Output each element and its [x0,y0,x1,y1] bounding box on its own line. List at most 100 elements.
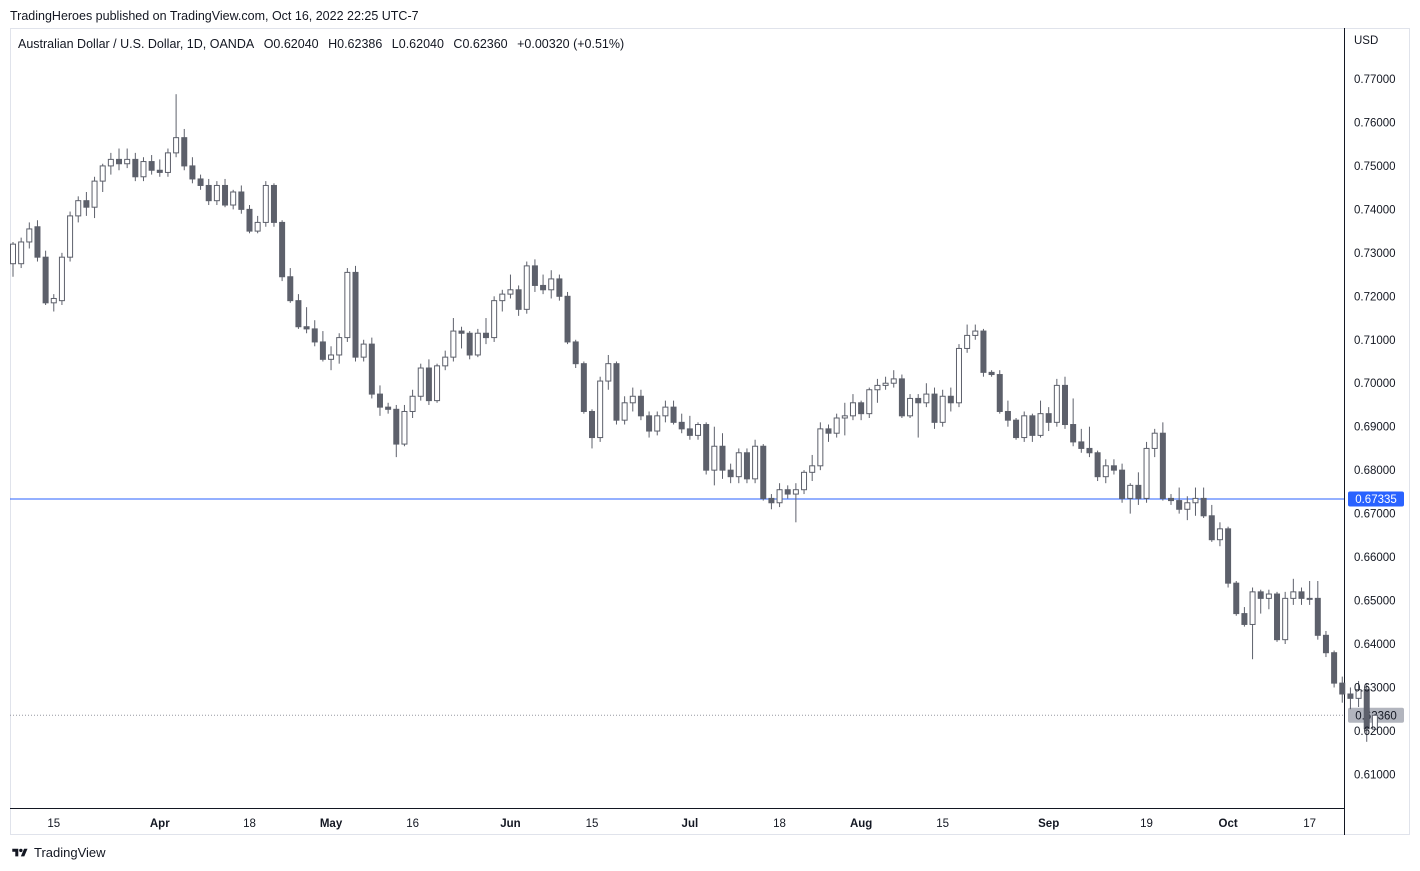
candle[interactable] [213,181,220,206]
candle[interactable] [809,454,816,482]
candle[interactable] [523,261,530,314]
candle[interactable] [181,128,188,171]
candle[interactable] [1184,496,1191,521]
candle[interactable] [531,259,538,292]
symbol-legend[interactable]: Australian Dollar / U.S. Dollar, 1D, OAN… [18,37,630,51]
candle[interactable] [849,394,856,421]
candle[interactable] [189,157,196,184]
candle[interactable] [866,387,873,418]
candle[interactable] [507,274,514,299]
candle[interactable] [1127,483,1134,514]
candle[interactable] [173,94,180,158]
candle[interactable] [1249,587,1256,660]
candle[interactable] [1070,398,1077,447]
candle[interactable] [768,494,775,510]
candle[interactable] [1004,400,1011,427]
candle[interactable] [719,433,726,479]
candle[interactable] [540,274,547,295]
candle[interactable] [1322,630,1329,658]
candle[interactable] [442,350,449,371]
candle[interactable] [898,374,905,418]
candle[interactable] [164,148,171,177]
candle[interactable] [841,402,848,436]
candle[interactable] [1363,683,1370,742]
candle[interactable] [572,339,579,369]
candle[interactable] [621,396,628,425]
candle[interactable] [42,250,49,305]
candle[interactable] [711,426,718,486]
candle[interactable] [1021,411,1028,442]
candle[interactable] [1314,580,1321,640]
candle[interactable] [548,270,555,299]
candle[interactable] [1208,504,1215,542]
candle[interactable] [270,183,277,227]
candle[interactable] [75,196,82,223]
candle[interactable] [116,148,123,171]
candle[interactable] [26,222,33,249]
candle[interactable] [1200,487,1207,518]
candle[interactable] [1257,589,1264,614]
candle[interactable] [931,387,938,429]
candle[interactable] [662,400,669,423]
candle[interactable] [1119,463,1126,503]
candle[interactable] [336,333,343,364]
candle[interactable] [858,400,865,421]
candle[interactable] [792,483,799,523]
candle[interactable] [597,376,604,442]
candle[interactable] [776,483,783,508]
candle[interactable] [222,178,229,208]
candle[interactable] [1331,650,1338,688]
candle[interactable] [939,389,946,427]
candle[interactable] [964,324,971,353]
candle[interactable] [156,159,163,177]
candle[interactable] [1225,526,1232,588]
candle[interactable] [83,191,90,216]
candle[interactable] [1355,680,1362,708]
candle[interactable] [784,485,791,499]
candle[interactable] [727,463,734,484]
candle[interactable] [1135,472,1142,505]
candle[interactable] [695,422,702,440]
candle[interactable] [564,291,571,345]
candle[interactable] [1094,450,1101,482]
candle[interactable] [197,174,204,190]
candle[interactable] [132,152,139,182]
candle[interactable] [99,163,106,192]
candle[interactable] [1061,376,1068,429]
candle[interactable] [50,294,57,312]
candle[interactable] [1045,407,1052,432]
candle[interactable] [1143,441,1150,503]
candle[interactable] [417,363,424,401]
candle[interactable] [589,409,596,449]
candle[interactable] [140,157,147,182]
candle[interactable] [107,152,114,175]
candle[interactable] [735,448,742,484]
candle[interactable] [303,307,310,334]
candle[interactable] [385,402,392,414]
candle[interactable] [482,318,489,345]
candle[interactable] [91,176,98,219]
candle[interactable] [10,241,16,277]
candle[interactable] [1086,426,1093,458]
candle[interactable] [67,211,74,262]
candle[interactable] [360,339,367,362]
candle[interactable] [743,448,750,484]
candle[interactable] [466,331,473,360]
candle[interactable] [613,361,620,425]
candle[interactable] [1371,713,1378,730]
candle[interactable] [629,387,636,412]
candle[interactable] [148,155,155,175]
candle[interactable] [670,400,677,425]
candle[interactable] [58,252,65,305]
candle[interactable] [703,422,710,475]
candle[interactable] [874,378,881,403]
candle[interactable] [287,268,294,303]
candle[interactable] [393,404,400,458]
candle[interactable] [491,296,498,342]
candle[interactable] [890,370,897,388]
candle[interactable] [1306,580,1313,605]
candle[interactable] [996,370,1003,414]
candle[interactable] [556,274,563,301]
candle[interactable] [1274,591,1281,642]
candle[interactable] [678,413,685,434]
